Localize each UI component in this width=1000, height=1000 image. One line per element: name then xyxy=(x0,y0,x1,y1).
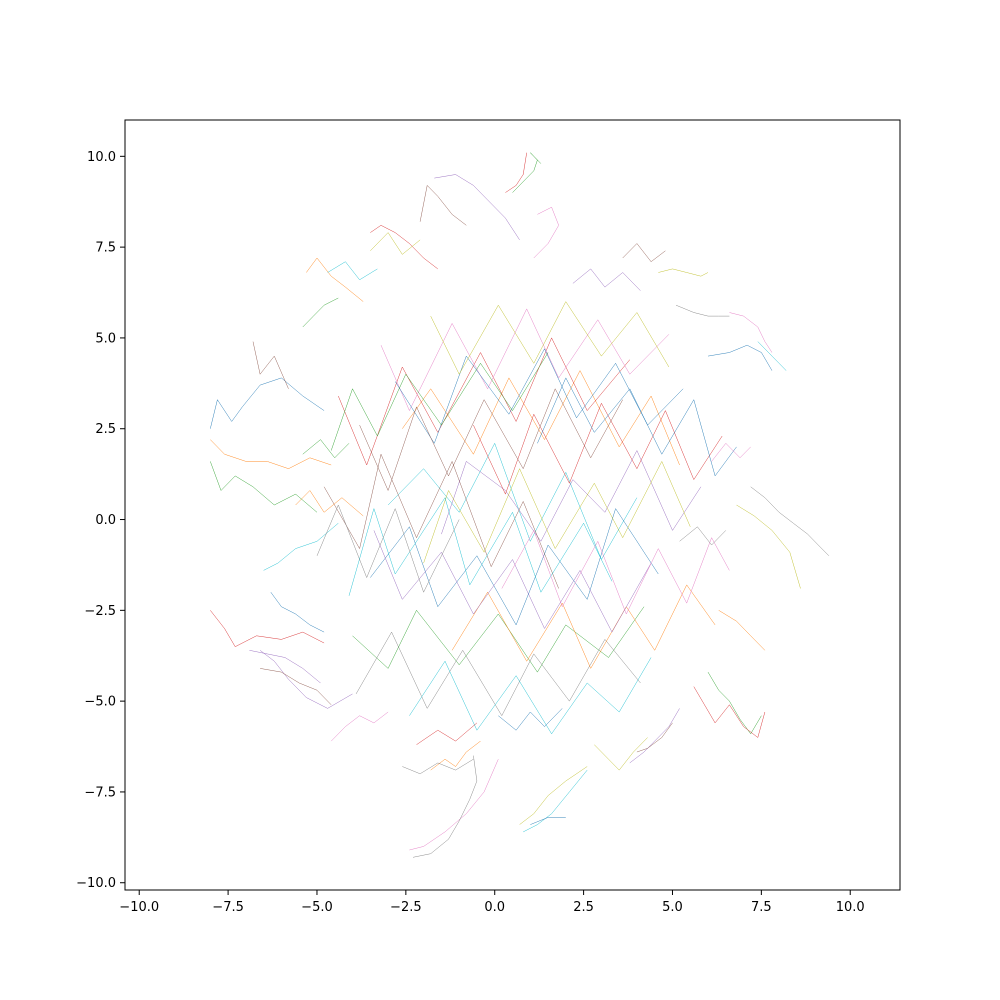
x-tick-label: 10.0 xyxy=(836,900,865,915)
y-tick-label: −5.0 xyxy=(84,695,116,710)
series-line-31 xyxy=(270,592,325,633)
series-line-9 xyxy=(519,766,588,825)
series-line-27 xyxy=(729,312,773,353)
x-tick-label: 2.5 xyxy=(573,900,594,915)
series-line-32 xyxy=(306,257,364,302)
axes-frame xyxy=(124,119,901,891)
series-line-44 xyxy=(338,337,630,466)
series-line-64 xyxy=(416,722,478,745)
x-tick-label: 0.0 xyxy=(484,900,505,915)
series-line-4 xyxy=(210,610,325,648)
x-tick-label: −7.5 xyxy=(212,900,244,915)
series-line-30 xyxy=(263,523,339,571)
series-line-10 xyxy=(523,769,588,833)
series-line-68 xyxy=(679,526,726,546)
y-axis: 10.0 7.5 5.0 2.5 0.0 −2.5 −5.0 −7.5 −10.0 xyxy=(76,150,125,891)
y-tick-label: 10.0 xyxy=(87,150,116,165)
series-line-48 xyxy=(355,631,641,717)
series-line-8 xyxy=(412,755,478,858)
series-line-53 xyxy=(330,352,549,451)
series-line-33 xyxy=(302,297,339,328)
series-line-22 xyxy=(718,610,766,651)
series-line-29 xyxy=(658,268,709,277)
series-line-18 xyxy=(750,486,830,556)
series-line-15 xyxy=(434,174,520,241)
series-line-51 xyxy=(394,348,684,444)
series-line-57 xyxy=(501,529,730,615)
series-line-1 xyxy=(210,377,325,429)
series-line-49 xyxy=(423,460,691,564)
series-line-61 xyxy=(537,377,737,477)
y-tick-label: −10.0 xyxy=(76,876,116,891)
y-tick-label: −7.5 xyxy=(84,785,116,800)
series-line-21 xyxy=(707,344,773,371)
series-line-3 xyxy=(210,461,318,513)
series-line-56 xyxy=(359,388,623,492)
series-line-25 xyxy=(629,708,680,764)
y-tick-label: 2.5 xyxy=(95,422,116,437)
series-line-58 xyxy=(316,504,460,593)
series-line-12 xyxy=(430,740,481,771)
series-line-24 xyxy=(693,686,766,738)
y-tick-label: 0.0 xyxy=(95,513,116,528)
x-tick-label: −2.5 xyxy=(390,900,422,915)
series-line-63 xyxy=(302,439,350,459)
series-line-66 xyxy=(622,243,666,263)
series-line-42 xyxy=(402,370,680,466)
y-tick-label: −2.5 xyxy=(84,604,116,619)
x-tick-label: 7.5 xyxy=(751,900,772,915)
series-line-11 xyxy=(530,817,566,825)
series-line-52 xyxy=(451,584,716,669)
series-line-37 xyxy=(331,711,389,742)
series-line-59 xyxy=(430,301,670,375)
series-line-41 xyxy=(370,508,659,626)
x-tick-label: 5.0 xyxy=(662,900,683,915)
series-line-2 xyxy=(210,439,332,469)
series-line-39 xyxy=(594,737,648,771)
series-line-55 xyxy=(373,530,652,633)
series-line-46 xyxy=(323,453,559,589)
series-line-28 xyxy=(675,304,730,317)
x-tick-label: −10.0 xyxy=(119,900,159,915)
series-line-19 xyxy=(736,504,801,589)
series-line-47 xyxy=(380,308,670,412)
series-line-6 xyxy=(252,341,289,389)
series-line-71 xyxy=(498,708,563,731)
series-line-67 xyxy=(711,442,751,462)
series-line-70 xyxy=(327,261,378,281)
series-line-34 xyxy=(370,225,438,270)
series-line-43 xyxy=(352,606,645,673)
series-line-35 xyxy=(249,650,321,684)
y-tick-label: 7.5 xyxy=(95,241,116,256)
series-line-20 xyxy=(757,341,787,371)
series-line-23 xyxy=(707,671,762,735)
series-line-62 xyxy=(295,490,364,517)
series-line-65 xyxy=(572,268,641,291)
series-line-13 xyxy=(512,152,542,193)
series-line-54 xyxy=(473,402,723,495)
series-line-26 xyxy=(636,722,673,753)
series-line-14 xyxy=(505,152,527,193)
series-line-36 xyxy=(260,668,332,705)
series-line-5 xyxy=(259,650,353,709)
series-line-50 xyxy=(348,497,613,596)
series-line-38 xyxy=(402,758,474,775)
series-layer xyxy=(210,152,830,858)
y-tick-label: 5.0 xyxy=(95,331,116,346)
series-line-17 xyxy=(533,206,559,259)
series-line-7 xyxy=(409,759,499,851)
series-line-69 xyxy=(370,232,421,255)
x-tick-label: −5.0 xyxy=(301,900,333,915)
x-axis: −10.0 −7.5 −5.0 −2.5 0.0 2.5 5.0 7.5 10.0 xyxy=(119,890,865,915)
series-line-40 xyxy=(387,442,638,561)
series-line-16 xyxy=(419,184,467,226)
series-line-60 xyxy=(409,657,652,735)
series-line-45 xyxy=(441,449,702,542)
